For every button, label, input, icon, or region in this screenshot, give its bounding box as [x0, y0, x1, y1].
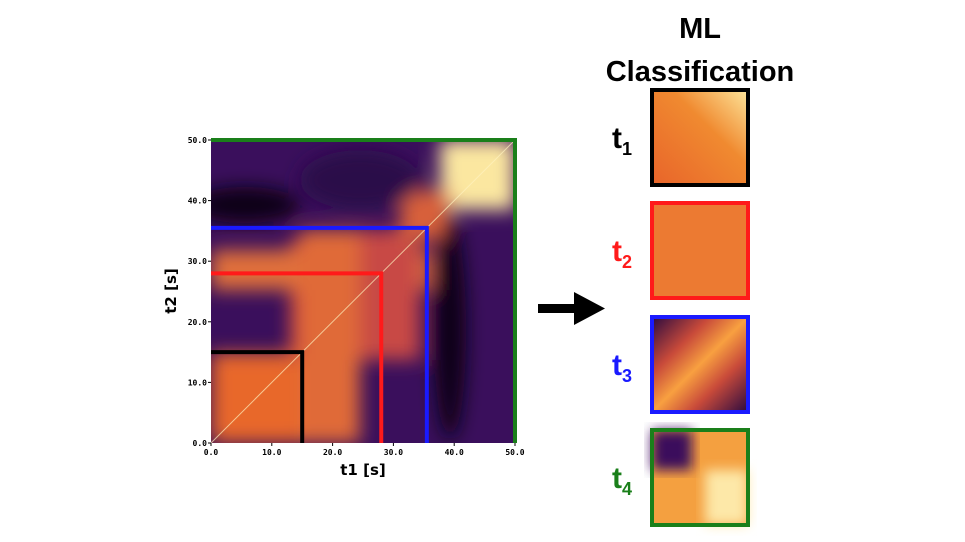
arrow — [538, 292, 605, 325]
class-label-text: t — [612, 235, 622, 268]
x-axis-label: t1 [s] — [340, 461, 385, 479]
class-label-sub: 3 — [622, 366, 632, 386]
y-tick-label: 40.0 — [188, 197, 207, 206]
class-label-text: t — [612, 349, 622, 382]
y-tick-label: 10.0 — [188, 378, 207, 387]
class-label: t4 — [612, 462, 632, 499]
window-box — [211, 271, 384, 443]
y-tick-label: 50.0 — [188, 136, 207, 145]
y-axis-label: t2 [s] — [162, 268, 180, 313]
class-label-sub: 2 — [622, 252, 632, 272]
x-tick-label: 20.0 — [323, 448, 342, 457]
x-tick-label: 0.0 — [204, 448, 219, 457]
title-line: ML — [679, 13, 721, 45]
class-label-sub: 1 — [622, 139, 632, 159]
y-tick-label: 30.0 — [188, 257, 207, 266]
x-tick-label: 50.0 — [505, 448, 524, 457]
x-tick-label: 40.0 — [445, 448, 464, 457]
window-box — [211, 350, 305, 443]
class-label-sub: 4 — [622, 479, 632, 499]
class-label-text: t — [612, 122, 622, 155]
thumbnails — [652, 90, 748, 525]
heatmap — [211, 140, 515, 443]
title-line: Classification — [606, 56, 795, 88]
class-label: t1 — [612, 122, 632, 159]
x-tick-label: 10.0 — [262, 448, 281, 457]
x-tick-label: 30.0 — [384, 448, 403, 457]
y-tick-label: 0.0 — [193, 439, 208, 448]
window-box — [211, 225, 429, 443]
thumbnail-frame — [650, 428, 750, 527]
y-tick-label: 20.0 — [188, 318, 207, 327]
thumbnail-frame — [650, 201, 750, 300]
class-label-text: t — [612, 462, 622, 495]
class-label: t2 — [612, 235, 632, 272]
class-label: t3 — [612, 349, 632, 386]
thumbnail-frame — [650, 88, 750, 187]
window-box — [211, 138, 517, 443]
thumbnail-frame — [650, 315, 750, 414]
